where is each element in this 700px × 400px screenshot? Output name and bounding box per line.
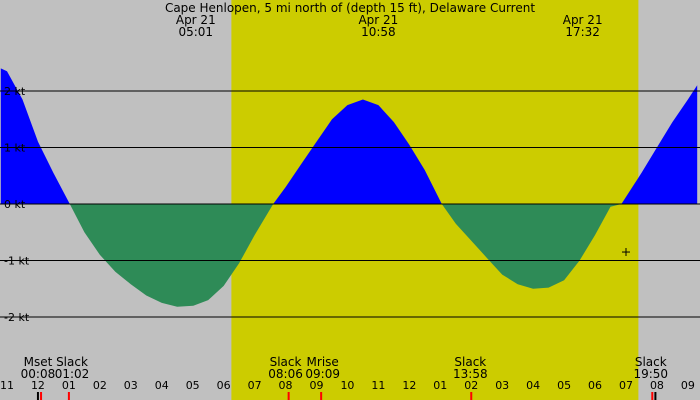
flood-area-2 [273, 99, 442, 204]
event-name-label: Slack [270, 355, 302, 369]
moon-mark [36, 392, 39, 400]
event-time-label: 19:50 [633, 367, 668, 381]
x-tick-label: 08 [650, 379, 664, 392]
x-tick-label: 02 [93, 379, 107, 392]
x-tick-label: 08 [279, 379, 293, 392]
event-name-label: Slack [454, 355, 486, 369]
x-tick-label: 03 [124, 379, 138, 392]
x-tick-label: 12 [31, 379, 45, 392]
x-tick-label: 07 [248, 379, 262, 392]
x-tick-label: 11 [0, 379, 14, 392]
flood-area-0 [0, 68, 70, 205]
event-mark [67, 392, 70, 400]
x-tick-label: 05 [557, 379, 571, 392]
flood-area-4 [621, 85, 698, 204]
x-tick-label: 06 [217, 379, 231, 392]
y-tick-label: 2 kt [4, 85, 26, 98]
x-tick-label: 12 [402, 379, 416, 392]
x-tick-label: 11 [371, 379, 385, 392]
top-time-label: 10:58 [361, 25, 396, 39]
top-date-label: Apr 21 [176, 13, 216, 27]
x-tick-label: 03 [495, 379, 509, 392]
x-tick-label: 01 [62, 379, 76, 392]
x-tick-label: 06 [588, 379, 602, 392]
top-time-label: 05:01 [178, 25, 213, 39]
ebb-area-3 [441, 204, 622, 289]
event-name-label: Slack [56, 355, 88, 369]
event-mark [40, 392, 43, 400]
x-tick-label: 09 [310, 379, 324, 392]
x-tick-label: 01 [433, 379, 447, 392]
x-tick-label: 04 [526, 379, 540, 392]
event-time-label: 08:06 [268, 367, 303, 381]
chart-title: Cape Henlopen, 5 mi north of (depth 15 f… [165, 1, 535, 15]
y-tick-label: 1 kt [4, 142, 26, 155]
x-tick-label: 05 [186, 379, 200, 392]
moon-mark [654, 392, 657, 400]
x-tick-label: 09 [681, 379, 695, 392]
top-date-label: Apr 21 [563, 13, 603, 27]
x-tick-label: 04 [155, 379, 169, 392]
event-time-label: 00:08 [21, 367, 56, 381]
x-tick-label: 07 [619, 379, 633, 392]
y-tick-label: -1 kt [4, 255, 30, 268]
top-date-label: Apr 21 [358, 13, 398, 27]
event-mark [320, 392, 323, 400]
event-mark [287, 392, 290, 400]
event-name-label: Slack [635, 355, 667, 369]
event-mark [470, 392, 473, 400]
ebb-area-1 [69, 204, 274, 307]
x-tick-label: 02 [464, 379, 478, 392]
event-time-label: 01:02 [55, 367, 90, 381]
event-name-label: Mrise [307, 355, 339, 369]
top-time-label: 17:32 [565, 25, 600, 39]
y-tick-label: -2 kt [4, 311, 30, 324]
event-time-label: 13:58 [453, 367, 488, 381]
event-name-label: Mset [24, 355, 53, 369]
event-time-label: 09:09 [305, 367, 340, 381]
y-tick-label: 0 kt [4, 198, 26, 211]
event-mark [651, 392, 654, 400]
x-tick-label: 10 [340, 379, 354, 392]
